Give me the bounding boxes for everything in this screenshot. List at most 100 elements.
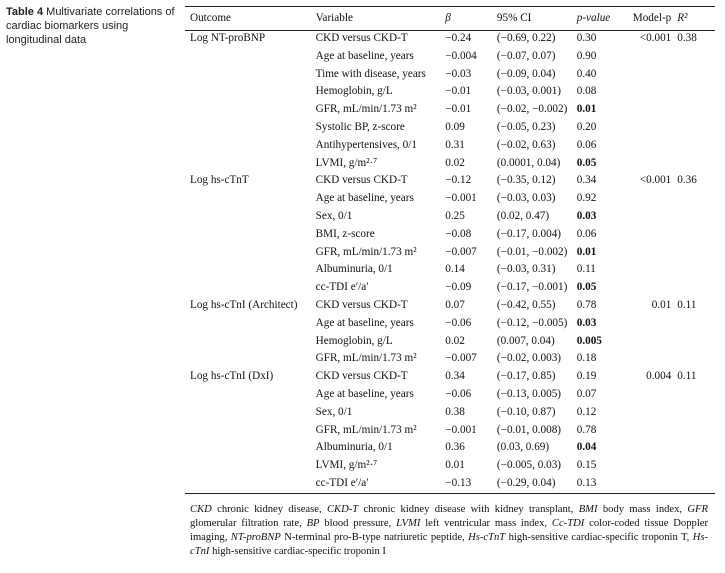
table-row: LVMI, g/m²·⁷ 0.02 (0.0001, 0.04) 0.05: [185, 155, 715, 173]
pvalue-cell: 0.03: [576, 209, 597, 222]
table-row: BMI, z-score −0.08 (−0.17, 0.004) 0.06: [185, 226, 715, 244]
table-row: Hemoglobin, g/L −0.01 (−0.03, 0.001) 0.08: [185, 83, 715, 101]
ci-cell: (−0.03, 0.03): [496, 192, 556, 205]
modelp-cell: 0.01: [651, 298, 672, 311]
header-beta: β: [445, 12, 451, 25]
modelp-cell: [627, 279, 671, 297]
table-row: Antihypertensives, 0/1 0.31 (−0.02, 0.63) 0…: [185, 137, 715, 155]
outcome-cell: [185, 208, 316, 226]
outcome-cell: [185, 83, 316, 101]
outcome-cell: [185, 48, 316, 66]
variable-cell: Hemoglobin, g/L: [315, 85, 393, 98]
r2-cell: [671, 386, 715, 404]
variable-cell: Age at baseline, years: [315, 387, 414, 400]
ci-cell: (0.0001, 0.04): [496, 156, 561, 169]
ci-cell: (−0.29, 0.04): [496, 476, 556, 489]
results-table: Outcome Variable β 95% CI p-value Model-…: [185, 8, 715, 493]
beta-cell: −0.24: [445, 32, 472, 44]
footnote-abbr: GFR: [687, 504, 708, 515]
outcome-cell: [185, 404, 316, 422]
r2-cell: [671, 475, 715, 493]
footnote-definition: glomerular filtration rate,: [190, 518, 307, 529]
footnote-abbr: Cc-TDI: [551, 518, 585, 529]
beta-cell: −0.004: [445, 49, 477, 62]
pvalue-cell: 0.20: [576, 120, 597, 133]
variable-cell: Age at baseline, years: [315, 316, 414, 329]
variable-cell: GFR, mL/min/1.73 m²: [315, 423, 417, 436]
footnote-abbr: BMI: [578, 504, 598, 515]
r2-cell: [671, 404, 715, 422]
variable-cell: GFR, mL/min/1.73 m²: [315, 245, 417, 258]
table-row: Albuminuria, 0/1 0.36 (0.03, 0.69) 0.04: [185, 439, 715, 457]
footnote-definition: high-sensitive cardiac-specific troponin…: [505, 532, 693, 543]
header-r2: R²: [677, 12, 688, 25]
variable-cell: cc-TDI e′/a′: [315, 476, 369, 489]
ci-cell: (−0.09, 0.04): [496, 67, 556, 80]
beta-cell: −0.13: [445, 476, 472, 489]
beta-cell: 0.02: [445, 156, 465, 169]
footnote-abbr: NT-proBNP: [230, 532, 281, 543]
beta-cell: −0.001: [445, 423, 477, 436]
ci-cell: (−0.01, −0.002): [496, 245, 568, 258]
r2-cell: [671, 66, 715, 84]
table-row: Sex, 0/1 0.25 (0.02, 0.47) 0.03: [185, 208, 715, 226]
variable-cell: Sex, 0/1: [315, 405, 353, 418]
footnote-definition: high-sensitive cardiac-specific troponin…: [209, 546, 386, 557]
outcome-cell: [185, 190, 316, 208]
header-modelp: Model-p: [632, 12, 672, 25]
r2-cell: [671, 190, 715, 208]
pvalue-cell: 0.06: [576, 227, 597, 240]
results-table-wrap: Outcome Variable β 95% CI p-value Model-…: [185, 8, 715, 493]
modelp-cell: [627, 119, 671, 137]
pvalue-cell: 0.08: [576, 85, 597, 98]
modelp-cell: <0.001: [639, 174, 672, 187]
ci-cell: (−0.13, 0.005): [496, 387, 562, 400]
ci-cell: (−0.69, 0.22): [496, 32, 556, 44]
ci-cell: (0.03, 0.69): [496, 441, 550, 454]
modelp-cell: [627, 422, 671, 440]
footnote-abbr: Hs-cTnT: [468, 532, 506, 543]
table-row: Log hs-cTnI (Architect) CKD versus CKD-T 0…: [185, 297, 715, 315]
variable-cell: Time with disease, years: [315, 67, 426, 80]
ci-cell: (0.02, 0.47): [496, 209, 550, 222]
variable-cell: Antihypertensives, 0/1: [315, 138, 417, 151]
modelp-cell: [627, 101, 671, 119]
table-row: Log NT-proBNP CKD versus CKD-T −0.24 (−0.69…: [185, 30, 715, 48]
r2-cell: [671, 350, 715, 368]
ci-cell: (−0.03, 0.001): [496, 85, 562, 98]
beta-cell: −0.06: [445, 387, 472, 400]
pvalue-cell: 0.11: [576, 263, 596, 276]
modelp-cell: [627, 83, 671, 101]
outcome-cell: [185, 101, 316, 119]
outcome-cell: [185, 261, 316, 279]
table-row: GFR, mL/min/1.73 m² −0.007 (−0.02, 0.003) 0…: [185, 350, 715, 368]
r2-cell: 0.38: [677, 32, 697, 44]
variable-cell: cc-TDI e′/a′: [315, 281, 369, 294]
beta-cell: 0.09: [445, 120, 465, 133]
variable-cell: Systolic BP, z-score: [315, 120, 405, 133]
beta-cell: 0.02: [445, 334, 465, 347]
footnote-definition: chronic kidney disease,: [211, 504, 327, 515]
beta-cell: −0.007: [445, 352, 477, 365]
r2-cell: [671, 422, 715, 440]
variable-cell: Age at baseline, years: [315, 192, 414, 205]
r2-cell: [671, 261, 715, 279]
footnote-definition: body mass index,: [597, 504, 688, 515]
pvalue-cell: 0.005: [576, 334, 602, 347]
pvalue-cell: 0.13: [576, 476, 597, 489]
beta-cell: −0.01: [445, 85, 472, 98]
header-rule: [185, 30, 715, 31]
pvalue-cell: 0.15: [576, 459, 597, 472]
table-row: Log hs-cTnI (DxI) CKD versus CKD-T 0.34 (−0…: [185, 368, 715, 386]
footnote-abbr: LVMI: [396, 518, 421, 529]
beta-cell: 0.07: [445, 298, 465, 311]
modelp-cell: [627, 155, 671, 173]
modelp-cell: [627, 475, 671, 493]
pvalue-cell: 0.06: [576, 138, 597, 151]
beta-cell: 0.31: [445, 138, 465, 151]
table-row: Albuminuria, 0/1 0.14 (−0.03, 0.31) 0.11: [185, 261, 715, 279]
pvalue-cell: 0.30: [576, 32, 597, 44]
modelp-cell: <0.001: [639, 32, 672, 44]
modelp-cell: [627, 386, 671, 404]
pvalue-cell: 0.92: [576, 192, 597, 205]
